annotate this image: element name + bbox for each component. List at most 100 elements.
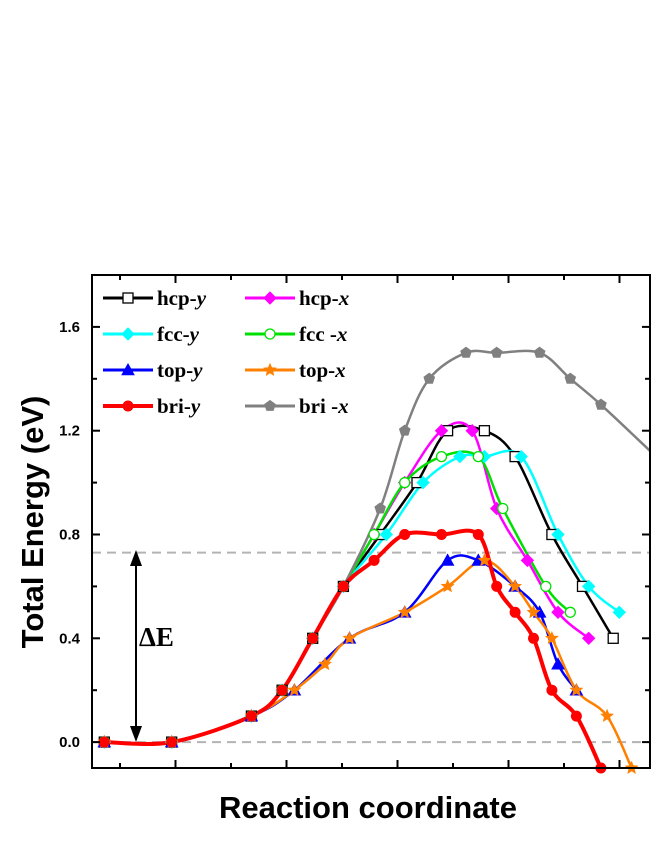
data-point [491, 580, 503, 592]
data-point [121, 362, 135, 376]
legend-item: top-y [103, 358, 203, 382]
series-markers [97, 346, 639, 774]
data-point [526, 605, 541, 619]
delta-e-arrowhead-down [130, 726, 142, 742]
legend-label-axis: y [188, 394, 201, 418]
data-point [514, 449, 528, 464]
data-point [399, 529, 411, 540]
legend-item: fcc-y [103, 322, 200, 346]
data-point [564, 606, 576, 618]
data-point [337, 580, 349, 592]
y-tick-label: 1.6 [59, 319, 80, 336]
legend-label: bri-y [157, 394, 201, 418]
data-point [264, 399, 276, 411]
data-point [612, 605, 627, 620]
data-point [436, 529, 447, 540]
legend-label-axis: x [336, 322, 348, 346]
y-tick-label: 0.8 [59, 527, 80, 544]
legend-label-axis: x [334, 358, 346, 382]
legend-label: fcc -x [299, 322, 347, 346]
data-point [595, 398, 607, 410]
delta-e-annotation: ΔE [130, 550, 174, 742]
axis-ticks [92, 274, 650, 768]
delta-e-label: ΔE [139, 622, 174, 652]
legend-label-axis: y [194, 286, 207, 310]
legend-label: hcp-y [157, 286, 207, 310]
data-point [342, 630, 357, 645]
data-point [564, 372, 577, 384]
data-point [287, 682, 302, 697]
legend-label-axis: y [190, 358, 203, 382]
data-point [465, 423, 479, 438]
legend-label: hcp-x [299, 286, 349, 310]
y-tick-label: 0.4 [59, 630, 81, 647]
data-point [398, 424, 411, 436]
data-point [472, 450, 484, 463]
data-point [435, 450, 448, 463]
data-point [416, 475, 430, 490]
reference-lines [92, 551, 650, 744]
y-tick-label: 1.2 [59, 423, 80, 440]
plot-frame [91, 274, 651, 769]
data-point [551, 527, 565, 542]
data-point [540, 580, 552, 593]
legend-item: bri-y [103, 394, 201, 418]
data-point [460, 346, 472, 358]
data-point [440, 553, 455, 566]
legend-label-axis: x [338, 286, 350, 310]
data-point [98, 736, 110, 748]
legend-label-text: bri - [299, 394, 338, 418]
legend-item: bri -x [245, 394, 349, 418]
data-point [374, 502, 386, 514]
data-point [544, 631, 559, 645]
data-point [264, 328, 276, 340]
x-axis-title: Reaction coordinate [219, 790, 517, 825]
data-point [581, 579, 596, 594]
series-markers-2 [97, 449, 627, 749]
legend-label-text: top- [157, 358, 193, 382]
data-point [546, 684, 558, 696]
data-point [379, 527, 394, 542]
data-point [472, 529, 484, 540]
y-tick-label: 0.0 [59, 734, 80, 751]
legend-label: fcc-y [157, 322, 200, 346]
series-line-6 [104, 528, 603, 768]
data-point [318, 656, 332, 671]
data-point [307, 632, 319, 644]
legend-label: bri -x [299, 394, 349, 418]
data-point [508, 579, 523, 593]
legend-label-axis: x [337, 394, 349, 418]
delta-e-arrowhead-up [130, 550, 142, 566]
data-point [122, 292, 134, 304]
series-line-2 [104, 449, 621, 746]
data-point [570, 710, 582, 722]
data-point [434, 423, 449, 438]
data-point [245, 710, 257, 722]
data-point [533, 346, 546, 358]
data-point [497, 502, 509, 515]
data-point [440, 579, 455, 593]
legend-label-text: bri- [157, 394, 191, 418]
legend-label-text: fcc- [157, 322, 190, 346]
legend-item: hcp-x [245, 286, 349, 310]
data-point [368, 554, 380, 566]
legend-label-text: hcp- [299, 286, 339, 310]
y-axis-title: Total Energy (eV) [15, 396, 50, 649]
data-point [423, 372, 436, 384]
legend-item: top-x [245, 358, 346, 382]
data-point [581, 631, 596, 646]
data-point [263, 291, 277, 305]
series-line-0 [104, 424, 615, 746]
data-point [368, 528, 380, 541]
legend-label-text: hcp- [157, 286, 197, 310]
legend-label-text: fcc - [299, 322, 337, 346]
data-point [478, 425, 491, 437]
data-point [477, 553, 492, 567]
data-point [520, 553, 535, 568]
legend-label-text: top- [299, 358, 335, 382]
series-line-5 [104, 559, 633, 768]
data-point [607, 632, 619, 644]
data-point [569, 682, 584, 697]
